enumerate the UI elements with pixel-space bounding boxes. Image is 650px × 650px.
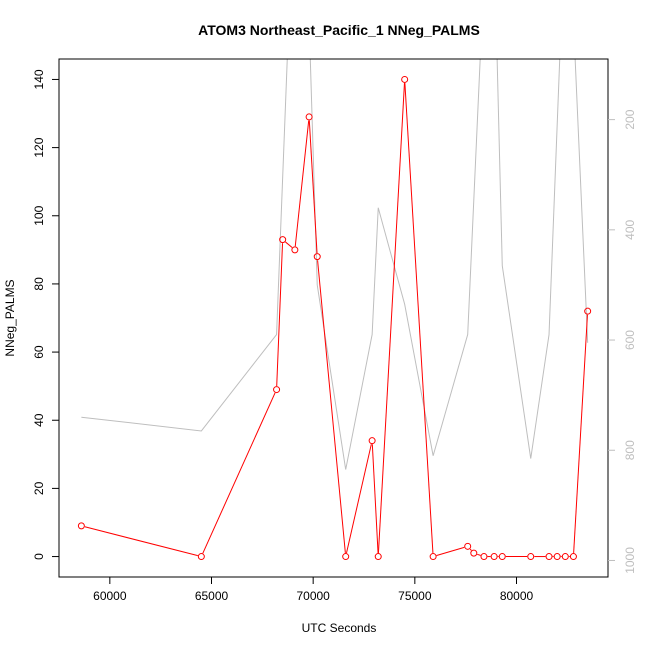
primary-data-point [584,307,592,315]
primary-data-point [480,553,488,561]
primary-data-point [305,113,313,121]
primary-data-point [374,553,382,561]
y2-tick-label: 200 [623,109,637,129]
chart-title: ATOM3 Northeast_Pacific_1 NNeg_PALMS [198,22,480,38]
primary-data-point [368,437,376,445]
y-tick-label: 100 [32,205,46,225]
x-tick-label: 75000 [398,589,432,603]
primary-series-layer [77,75,592,561]
primary-data-point [342,553,350,561]
primary-data-point [527,553,535,561]
y-tick-label: 40 [32,413,46,427]
y-axis-label: NNeg_PALMS [3,279,17,356]
y2-tick-label: 600 [623,330,637,350]
x-tick-label: 80000 [500,589,534,603]
primary-series-segment [308,120,318,254]
primary-data-point [490,553,498,561]
primary-data-point [470,549,478,557]
primary-data-point [561,553,569,561]
primary-data-point [553,553,561,561]
primary-data-point [569,553,577,561]
x-axis: 60000 65000 70000 75000 80000 [93,577,534,603]
primary-series-segment [317,260,346,554]
primary-data-point [273,386,281,394]
x-tick-label: 70000 [296,589,330,603]
primary-data-point [545,553,553,561]
y2-tick-label: 1000 [623,547,637,574]
y2-axis: 200 400 600 800 1000 [608,109,637,574]
primary-data-point [279,236,287,244]
primary-data-point [429,553,437,561]
primary-data-point [197,553,205,561]
primary-series-segment [294,120,310,247]
x-tick-label: 60000 [93,589,127,603]
y-tick-label: 20 [32,481,46,495]
y-axis: 0 20 40 60 80 100 120 140 [32,69,59,560]
secondary-series-layer [81,59,589,470]
primary-data-point [401,75,409,83]
primary-series-segment [477,553,481,556]
primary-series-segment [469,548,472,551]
primary-series-segment [346,444,372,554]
plot-frame [58,58,609,578]
x-axis-label: UTC Seconds [302,621,377,635]
y-tick-label: 140 [32,69,46,89]
primary-series-segment [202,392,276,554]
primary-data-point [498,553,506,561]
primary-data-point [464,542,472,550]
primary-data-point [313,253,321,261]
y-tick-label: 120 [32,137,46,157]
primary-series-segment [285,241,293,248]
primary-series-segment [84,526,198,557]
primary-series-segment [377,83,405,553]
y-tick-label: 60 [32,345,46,359]
primary-series-segment [276,243,284,386]
y2-tick-label: 800 [623,440,637,460]
y-tick-label: 80 [32,277,46,291]
primary-data-point [291,246,299,254]
primary-series-segment [404,83,434,553]
secondary-series-line [81,59,589,470]
y2-tick-label: 400 [623,219,637,239]
primary-series-segment [436,546,465,557]
primary-series-segment [573,314,588,553]
primary-data-point [77,522,85,530]
primary-series-segment [371,444,379,553]
y-tick-label: 0 [32,553,46,560]
x-tick-label: 65000 [195,589,229,603]
